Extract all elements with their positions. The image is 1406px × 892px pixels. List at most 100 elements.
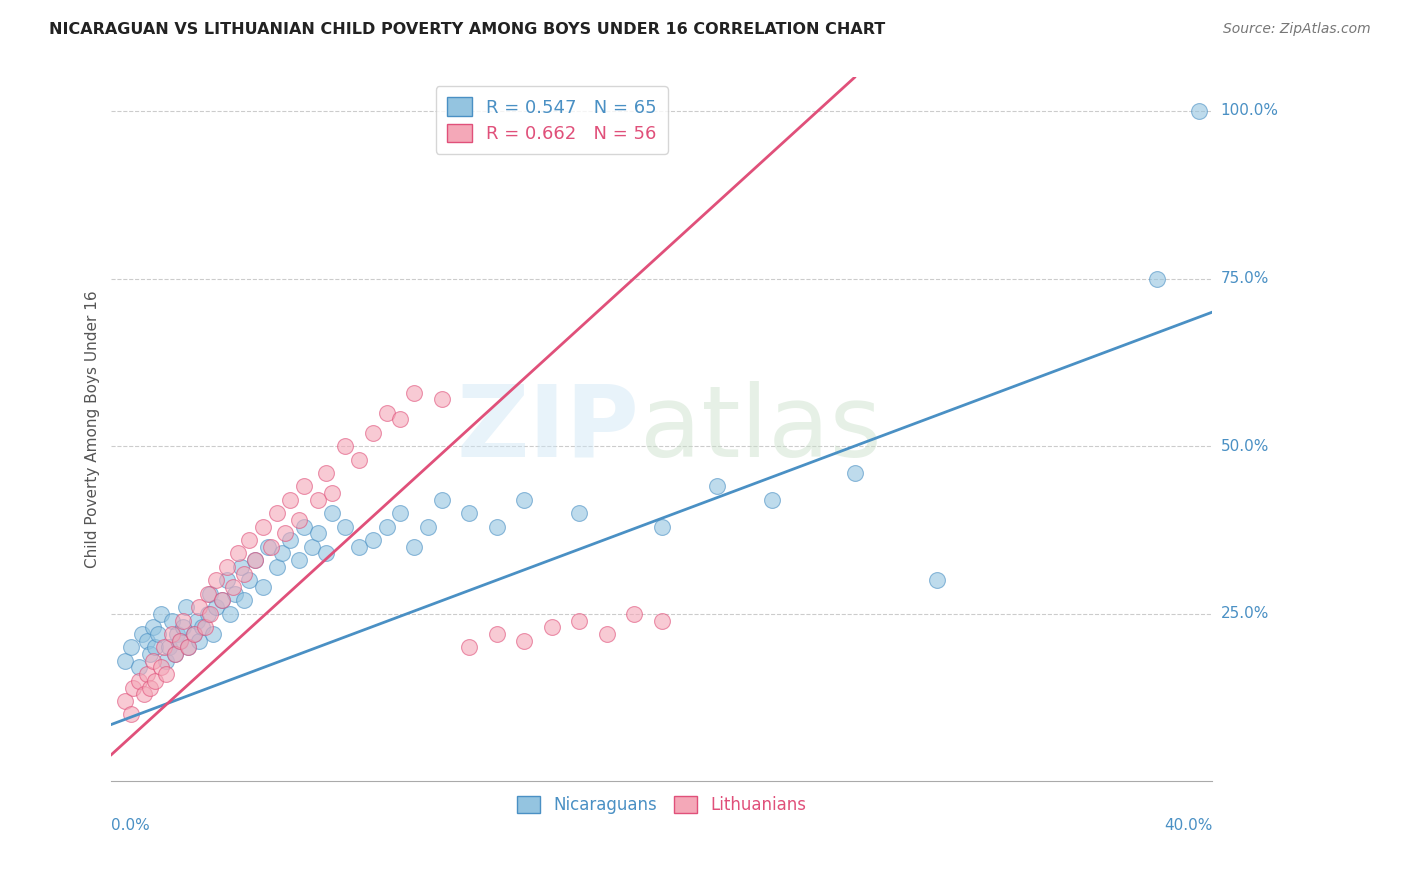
Point (243, 553, 266, 567)
Point (152, 640, 174, 655)
Point (114, 654, 136, 668)
Point (335, 519, 357, 533)
Point (321, 506, 343, 520)
Point (120, 707, 142, 722)
Point (651, 614, 673, 628)
Point (172, 620, 194, 634)
Point (194, 620, 217, 634)
Point (149, 607, 172, 621)
Point (169, 633, 191, 648)
Point (375, 406, 398, 420)
Point (706, 479, 728, 493)
Point (211, 593, 233, 607)
Point (114, 694, 136, 708)
Point (271, 546, 294, 560)
Point (163, 647, 186, 661)
Point (221, 580, 243, 594)
Point (131, 627, 153, 641)
Point (232, 593, 254, 607)
Point (202, 627, 225, 641)
Point (149, 660, 172, 674)
Point (139, 647, 162, 661)
Point (218, 607, 240, 621)
Point (260, 540, 283, 554)
Point (238, 574, 260, 588)
Text: NICARAGUAN VS LITHUANIAN CHILD POVERTY AMONG BOYS UNDER 16 CORRELATION CHART: NICARAGUAN VS LITHUANIAN CHILD POVERTY A… (49, 22, 886, 37)
Point (128, 673, 150, 688)
Point (197, 587, 219, 601)
Legend: Nicaraguans, Lithuanians: Nicaraguans, Lithuanians (509, 788, 815, 822)
Point (183, 627, 205, 641)
Point (266, 560, 288, 574)
Text: 25.0%: 25.0% (1220, 607, 1270, 622)
Point (145, 640, 167, 655)
Point (278, 533, 301, 547)
Point (292, 479, 315, 493)
Point (215, 574, 238, 588)
Point (287, 553, 309, 567)
Point (257, 540, 280, 554)
Point (1187, 103, 1209, 118)
Point (623, 607, 645, 621)
Text: ZIP: ZIP (457, 381, 640, 478)
Point (347, 452, 370, 467)
Point (361, 425, 384, 440)
Point (186, 614, 208, 628)
Point (155, 654, 177, 668)
Point (166, 627, 188, 641)
Point (172, 614, 194, 628)
Point (183, 627, 205, 641)
Text: Source: ZipAtlas.com: Source: ZipAtlas.com (1223, 22, 1371, 37)
Point (148, 627, 170, 641)
Point (416, 519, 439, 533)
Point (430, 392, 453, 407)
Point (596, 627, 619, 641)
Point (200, 607, 222, 621)
Point (485, 627, 508, 641)
Point (252, 519, 274, 533)
Point (335, 439, 357, 453)
Point (243, 553, 266, 567)
Point (136, 667, 159, 681)
Point (1146, 271, 1168, 285)
Point (122, 681, 145, 695)
Point (136, 633, 159, 648)
Text: 50.0%: 50.0% (1220, 439, 1270, 454)
Text: 0.0%: 0.0% (111, 818, 150, 833)
Point (215, 560, 238, 574)
Point (389, 506, 412, 520)
Point (266, 506, 288, 520)
Point (134, 687, 156, 701)
Point (177, 640, 200, 655)
Point (307, 492, 329, 507)
Point (927, 574, 949, 588)
Point (177, 640, 200, 655)
Text: 75.0%: 75.0% (1220, 271, 1270, 286)
Point (540, 620, 562, 634)
Text: 40.0%: 40.0% (1164, 818, 1212, 833)
Point (458, 640, 481, 655)
Point (292, 519, 315, 533)
Point (120, 640, 142, 655)
Point (252, 580, 274, 594)
Point (513, 633, 536, 648)
Point (651, 519, 673, 533)
Point (315, 466, 337, 480)
Point (347, 540, 370, 554)
Text: atlas: atlas (640, 381, 882, 478)
Point (278, 492, 301, 507)
Point (174, 600, 197, 615)
Point (232, 566, 254, 581)
Point (197, 607, 219, 621)
Point (568, 506, 591, 520)
Point (142, 620, 165, 634)
Point (160, 627, 183, 641)
Point (155, 667, 177, 681)
Text: 100.0%: 100.0% (1220, 103, 1278, 119)
Point (389, 412, 412, 426)
Point (287, 513, 309, 527)
Point (188, 633, 211, 648)
Point (361, 533, 384, 547)
Point (458, 506, 481, 520)
Point (430, 492, 453, 507)
